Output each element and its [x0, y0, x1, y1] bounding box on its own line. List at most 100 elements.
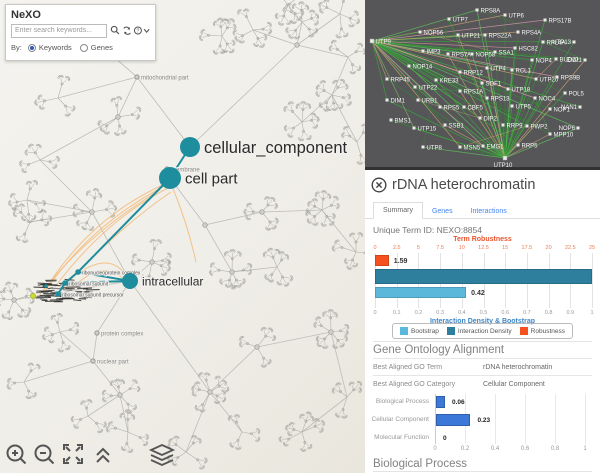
tree-node-label: intracellular: [142, 274, 203, 288]
network-node[interactable]: [458, 70, 462, 74]
network-node[interactable]: [503, 13, 507, 17]
search-mode-keywords[interactable]: Keywords: [27, 43, 72, 52]
network-node[interactable]: [369, 38, 375, 44]
network-node[interactable]: [533, 96, 537, 100]
network-node[interactable]: [516, 30, 520, 34]
network-node[interactable]: [412, 126, 416, 130]
network-node[interactable]: [501, 123, 505, 127]
tree-node-major[interactable]: [122, 273, 138, 289]
network-node[interactable]: [458, 89, 462, 93]
network-edge: [535, 58, 557, 80]
network-node[interactable]: [475, 8, 479, 12]
collapse-chevrons-button[interactable]: [96, 447, 110, 463]
network-edge: [371, 40, 484, 147]
network-node[interactable]: [447, 17, 451, 21]
network-edge: [386, 99, 506, 159]
legend-swatch: [519, 327, 528, 335]
network-node[interactable]: [555, 75, 559, 79]
network-node[interactable]: [583, 58, 587, 62]
network-node[interactable]: [480, 81, 484, 85]
network-node[interactable]: [413, 85, 417, 89]
network-edge: [414, 86, 461, 92]
network-node[interactable]: [525, 124, 529, 128]
network-node[interactable]: [578, 105, 582, 109]
tree-node-minor[interactable]: [134, 74, 140, 80]
network-node[interactable]: [421, 49, 425, 53]
network-node[interactable]: [462, 105, 466, 109]
network-node[interactable]: [418, 30, 422, 34]
network-node[interactable]: [483, 33, 487, 37]
network-node[interactable]: [456, 33, 460, 37]
network-node[interactable]: [572, 40, 576, 44]
network-node[interactable]: [502, 155, 508, 161]
network-node[interactable]: [443, 123, 447, 127]
radio-icon[interactable]: [27, 43, 36, 52]
tree-node-minor[interactable]: [94, 330, 100, 336]
network-node[interactable]: [485, 96, 489, 100]
tree-node-major[interactable]: [180, 137, 200, 157]
zoom-out-button[interactable]: [34, 444, 55, 465]
search-mode-genes[interactable]: Genes: [79, 43, 113, 52]
network-node[interactable]: [385, 98, 389, 102]
network-node[interactable]: [548, 132, 552, 136]
zoom-in-button[interactable]: [6, 444, 27, 465]
network-node[interactable]: [470, 52, 474, 56]
network-node[interactable]: [516, 143, 520, 147]
radio-icon[interactable]: [79, 43, 88, 52]
tree-node-major[interactable]: [159, 167, 181, 189]
network-node[interactable]: [513, 46, 517, 50]
layers-button[interactable]: [148, 444, 176, 466]
network-node[interactable]: [548, 107, 552, 111]
category-label: Molecular Function: [374, 434, 429, 441]
network-node-label: RPS4A: [522, 31, 542, 37]
network-node-label: URB1: [422, 99, 439, 105]
tree-node-minor[interactable]: [62, 280, 68, 286]
network-node[interactable]: [510, 104, 514, 108]
chevron-down-icon[interactable]: [143, 28, 150, 33]
search-input[interactable]: [11, 23, 107, 38]
app-title: NeXO: [11, 9, 41, 21]
network-node[interactable]: [493, 50, 497, 54]
network-node[interactable]: [506, 87, 510, 91]
network-node[interactable]: [446, 52, 450, 56]
tab-interactions[interactable]: Interactions: [470, 208, 507, 215]
tab-genes[interactable]: Genes: [431, 208, 453, 215]
tree-node-minor[interactable]: [90, 358, 96, 364]
network-node[interactable]: [534, 77, 538, 81]
ontology-tree-canvas[interactable]: mitochondrial part membrane protein comple…: [0, 0, 365, 473]
network-node[interactable]: [407, 64, 411, 68]
network-node[interactable]: [510, 68, 514, 72]
bottom-axis-tick: 0.8: [544, 310, 553, 316]
network-node[interactable]: [481, 144, 485, 148]
fit-to-screen-button[interactable]: [63, 444, 83, 464]
network-node-label: CBF5: [468, 106, 484, 112]
network-node[interactable]: [438, 105, 442, 109]
network-node[interactable]: [416, 98, 420, 102]
network-node[interactable]: [421, 145, 425, 149]
network-node[interactable]: [563, 91, 567, 95]
network-node[interactable]: [385, 77, 389, 81]
network-node[interactable]: [389, 118, 393, 122]
network-node[interactable]: [543, 18, 547, 22]
network-node[interactable]: [458, 145, 462, 149]
refresh-icon[interactable]: [123, 26, 131, 35]
network-node-label: NOC4: [539, 97, 556, 103]
tree-node-minor[interactable]: [55, 291, 61, 297]
network-node[interactable]: [478, 116, 482, 120]
network-node[interactable]: [485, 66, 489, 70]
gene-network-canvas[interactable]: UTP9 RPS8A UTP6 RPS17B UTP7 NOP56 UTP21 RPS22A R…: [365, 0, 600, 169]
network-node[interactable]: [434, 78, 438, 82]
tab-summary[interactable]: Summary: [373, 202, 423, 219]
network-edge: [371, 40, 504, 126]
network-node[interactable]: [554, 57, 558, 61]
network-node-label: RPS8A: [481, 9, 501, 15]
gene-network-panel[interactable]: UTP9 RPS8A UTP6 RPS17B UTP7 NOP56 UTP21 RPS22A R…: [365, 0, 600, 170]
network-node[interactable]: [541, 40, 545, 44]
network-node[interactable]: [530, 58, 534, 62]
search-icon[interactable]: [110, 25, 120, 35]
tree-node-minor[interactable]: [75, 269, 81, 275]
network-node[interactable]: [576, 126, 580, 130]
close-icon[interactable]: [371, 177, 387, 193]
help-icon[interactable]: ?: [133, 26, 142, 35]
ontology-tree-panel[interactable]: mitochondrial part membrane protein comple…: [0, 0, 365, 473]
